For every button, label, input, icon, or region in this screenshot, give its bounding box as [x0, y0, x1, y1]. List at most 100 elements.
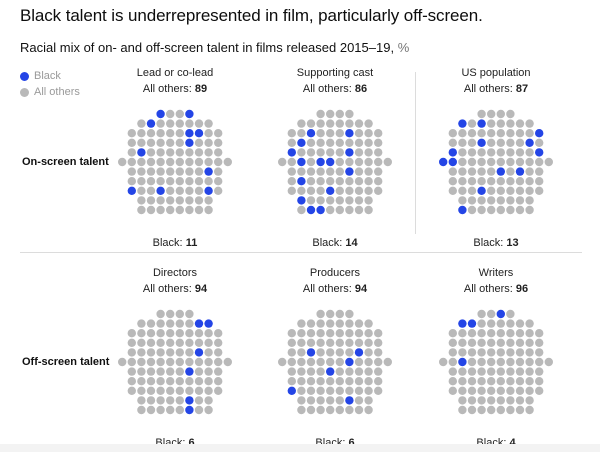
black-number: 6: [348, 437, 355, 449]
dot-others: [506, 405, 515, 415]
dot-others: [146, 377, 156, 386]
dot-others: [287, 377, 296, 386]
dot-others: [194, 196, 204, 205]
dot-others: [515, 157, 525, 167]
dot-others: [345, 329, 354, 338]
dot-others: [297, 119, 306, 128]
panel-others-value: All others: 89: [95, 83, 255, 95]
dot-black: [185, 138, 194, 147]
dot-others: [448, 377, 457, 386]
dot-others: [535, 357, 544, 367]
dot-others: [364, 386, 373, 395]
dot-others: [137, 357, 146, 367]
dot-others: [204, 338, 213, 347]
dot-others: [335, 338, 344, 347]
dot-others: [175, 119, 184, 128]
dot-others: [306, 177, 316, 186]
panel-producers: Producers All others: 94 Black: 6: [255, 267, 415, 457]
row-label-onscreen: On-screen talent: [22, 156, 109, 168]
others-number: 96: [515, 283, 529, 295]
dot-others: [477, 309, 486, 319]
dot-others: [506, 167, 515, 176]
dot-black: [185, 367, 194, 376]
panel-title: Supporting cast: [296, 67, 374, 79]
dot-others: [496, 405, 505, 415]
dot-others: [156, 119, 165, 128]
dot-others: [345, 338, 354, 347]
dot-others: [544, 157, 553, 167]
dot-others: [127, 377, 136, 386]
dot-others: [156, 148, 165, 157]
dot-others: [127, 348, 136, 357]
dot-others: [316, 138, 325, 147]
dot-others: [326, 109, 335, 119]
dot-others: [364, 205, 373, 215]
dot-others: [146, 177, 156, 186]
dot-others: [487, 109, 496, 119]
dot-others: [496, 367, 505, 376]
dot-black: [185, 396, 194, 405]
dot-black: [137, 148, 146, 157]
dot-others: [374, 157, 383, 167]
dot-others: [525, 319, 534, 328]
dot-black: [287, 386, 296, 395]
dot-others: [467, 148, 477, 157]
dot-others: [204, 377, 213, 386]
dot-others: [326, 196, 335, 205]
dot-others: [496, 109, 505, 119]
dot-others: [326, 167, 335, 176]
footer-strip: [0, 444, 600, 452]
dot-others: [448, 186, 457, 195]
dot-others: [515, 357, 525, 367]
dot-others: [287, 367, 296, 376]
panel-others-value: All others: 94: [95, 283, 255, 295]
dot-others: [515, 319, 525, 328]
dot-others: [204, 138, 213, 147]
others-number: 86: [354, 83, 368, 95]
dot-others: [166, 186, 175, 195]
panel-others-value: All others: 96: [416, 283, 576, 295]
dot-others: [185, 329, 194, 338]
dot-others: [175, 367, 184, 376]
dot-others: [326, 129, 335, 138]
dot-others: [487, 186, 496, 195]
dot-others: [525, 338, 534, 347]
dot-others: [316, 148, 325, 157]
dot-others: [515, 348, 525, 357]
dot-others: [458, 386, 467, 395]
others-number: 94: [194, 283, 208, 295]
dot-others: [448, 348, 457, 357]
dot-others: [316, 348, 325, 357]
dot-others: [166, 157, 175, 167]
dot-others: [335, 377, 344, 386]
dot-others: [156, 167, 165, 176]
dot-others: [316, 129, 325, 138]
dot-others: [467, 367, 477, 376]
dot-others: [496, 377, 505, 386]
dot-others: [287, 329, 296, 338]
dot-others: [525, 396, 534, 405]
dot-black: [306, 348, 316, 357]
dot-others: [525, 129, 534, 138]
dot-others: [477, 329, 486, 338]
dot-others: [146, 167, 156, 176]
dot-others: [487, 129, 496, 138]
dot-others: [156, 205, 165, 215]
panel-title: Producers: [309, 267, 361, 279]
dot-others: [496, 357, 505, 367]
dot-others: [525, 157, 534, 167]
dot-others: [345, 138, 354, 147]
dot-black: [477, 119, 486, 128]
dot-others: [146, 329, 156, 338]
dot-others: [374, 367, 383, 376]
panel-others-value: All others: 87: [416, 83, 576, 95]
dot-others: [146, 138, 156, 147]
dot-others: [175, 319, 184, 328]
dot-others: [506, 157, 515, 167]
dot-others: [364, 377, 373, 386]
dot-others: [374, 148, 383, 157]
dot-others: [496, 396, 505, 405]
dot-others: [467, 377, 477, 386]
dot-others: [175, 109, 184, 119]
dot-others: [316, 186, 325, 195]
